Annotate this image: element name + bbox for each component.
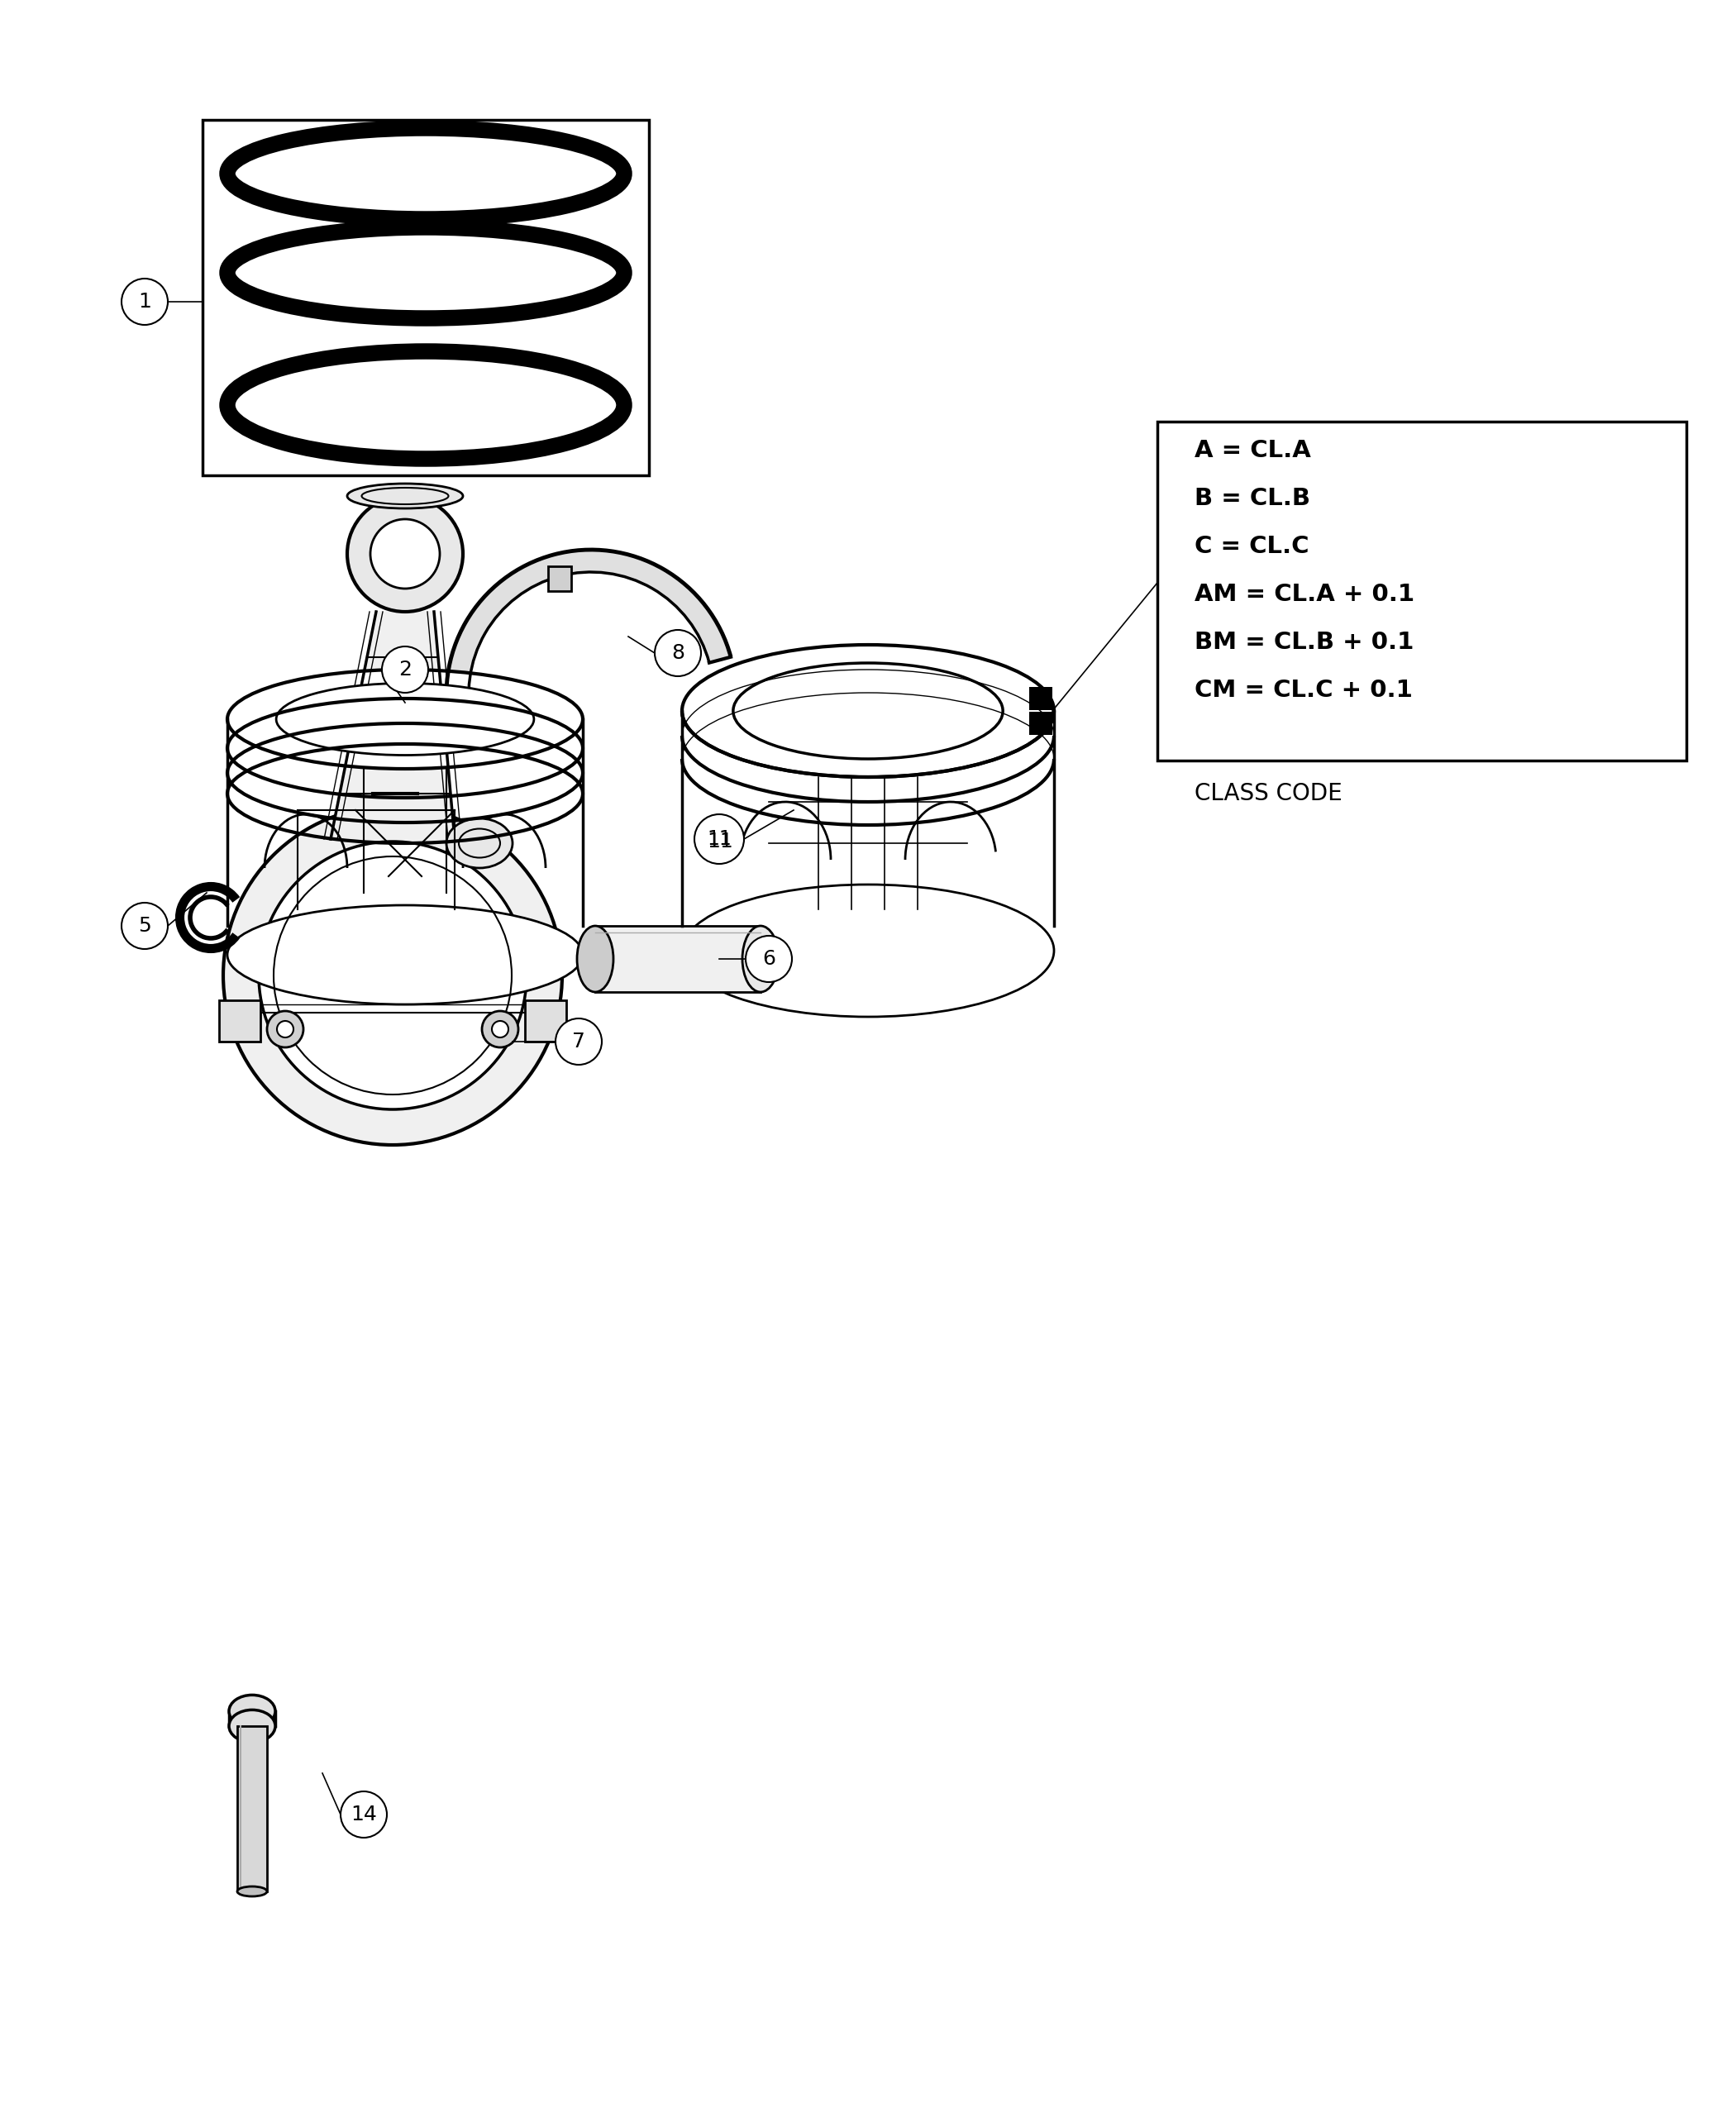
Text: 8: 8 [672,643,684,664]
Ellipse shape [229,1695,276,1726]
Bar [238,1726,267,1891]
Text: 2: 2 [399,660,411,679]
Ellipse shape [347,483,464,508]
Ellipse shape [227,904,583,1003]
Bar [1029,687,1052,710]
Ellipse shape [238,1887,267,1897]
Circle shape [267,1012,304,1048]
Text: 6: 6 [762,949,776,970]
Text: 11: 11 [707,833,733,852]
Circle shape [122,902,168,949]
Ellipse shape [222,122,630,226]
Polygon shape [446,550,731,731]
Ellipse shape [222,221,630,325]
Circle shape [556,1018,602,1065]
Text: 1: 1 [139,291,151,312]
Ellipse shape [682,885,1054,1016]
Bar [1158,422,1686,761]
Bar [595,925,760,993]
Circle shape [382,647,429,694]
Ellipse shape [576,925,613,993]
Circle shape [224,805,562,1145]
Text: 14: 14 [351,1804,377,1823]
Ellipse shape [446,818,512,868]
Text: A = CL.A: A = CL.A [1194,438,1311,462]
Circle shape [746,936,792,982]
Polygon shape [330,611,455,839]
Ellipse shape [733,664,1003,759]
Text: CLASS CODE: CLASS CODE [1194,782,1342,805]
Bar [524,1001,566,1041]
Ellipse shape [229,1710,276,1743]
Circle shape [278,1020,293,1037]
Circle shape [483,1012,519,1048]
Bar [203,120,649,474]
Text: AM = CL.A + 0.1: AM = CL.A + 0.1 [1194,582,1415,605]
Circle shape [654,630,701,677]
Bar [549,567,571,590]
Circle shape [491,1020,509,1037]
Bar [219,1001,260,1041]
Ellipse shape [743,925,779,993]
Circle shape [370,519,439,588]
Circle shape [122,278,168,325]
Ellipse shape [227,670,583,769]
Bar [1029,713,1052,736]
Ellipse shape [276,683,535,755]
Circle shape [694,814,745,864]
Text: 11: 11 [707,828,731,850]
Text: 5: 5 [139,917,151,936]
Circle shape [340,1792,387,1838]
Text: 7: 7 [573,1031,585,1052]
Text: B = CL.B: B = CL.B [1194,487,1311,510]
Text: CM = CL.C + 0.1: CM = CL.C + 0.1 [1194,679,1413,702]
Ellipse shape [222,346,630,464]
Text: C = CL.C: C = CL.C [1194,535,1309,559]
Ellipse shape [682,645,1054,778]
Text: BM = CL.B + 0.1: BM = CL.B + 0.1 [1194,630,1413,653]
Circle shape [347,495,464,611]
Circle shape [259,841,526,1109]
